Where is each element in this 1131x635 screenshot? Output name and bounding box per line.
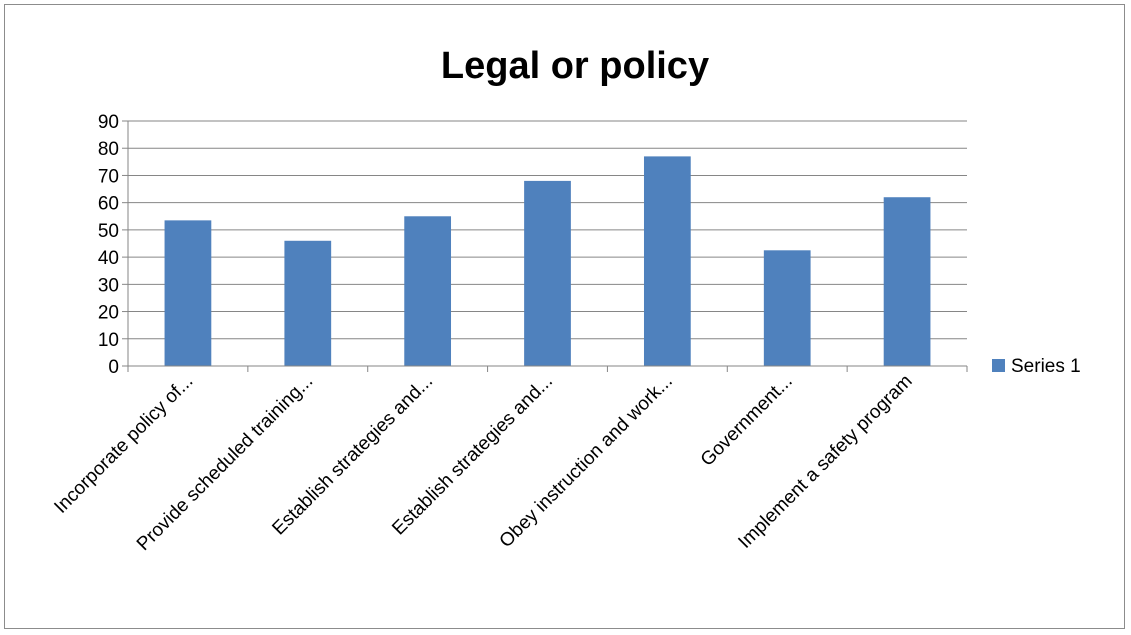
legend-swatch	[992, 359, 1005, 372]
bars	[164, 156, 931, 366]
bar	[643, 156, 691, 366]
bar	[763, 250, 811, 366]
y-tick-label: 0	[108, 357, 119, 378]
y-tick-label: 20	[98, 303, 119, 324]
y-tick-label: 50	[98, 221, 119, 242]
y-axis-ticks: 0 10 20 30 40 50 60 70 80 90	[98, 112, 119, 378]
y-tick-label: 70	[98, 166, 119, 187]
x-tick-label: Incorporate policy of...	[50, 371, 197, 518]
y-tick-label: 60	[98, 194, 119, 215]
bar	[164, 220, 212, 366]
chart-title: Legal or policy	[441, 45, 709, 87]
bar	[404, 216, 452, 366]
x-tick-label: Government...	[697, 371, 797, 471]
y-tick-label: 40	[98, 248, 119, 269]
bar	[524, 180, 571, 366]
y-tick-label: 80	[98, 139, 119, 160]
y-tick-label: 90	[98, 112, 119, 133]
bar	[284, 240, 332, 366]
x-axis-labels: Incorporate policy of...Provide schedule…	[50, 371, 916, 555]
axes	[122, 120, 968, 372]
legend: Series 1	[992, 356, 1081, 377]
y-tick-label: 30	[98, 275, 119, 296]
legend-label: Series 1	[1011, 356, 1081, 377]
bar	[883, 197, 931, 366]
y-tick-label: 10	[98, 330, 119, 351]
